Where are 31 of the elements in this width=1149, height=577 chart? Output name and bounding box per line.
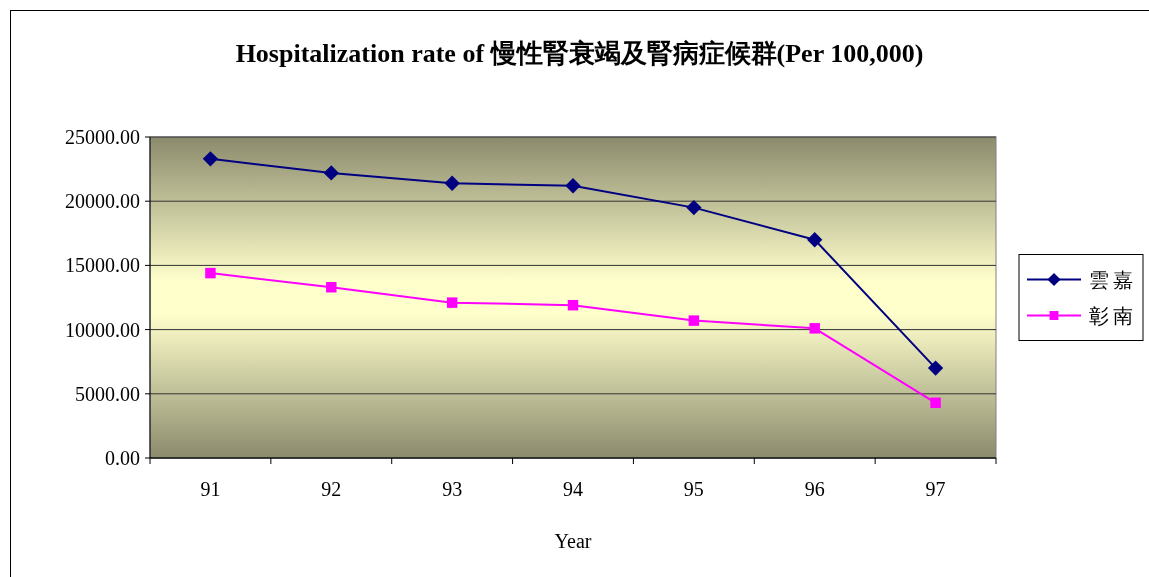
x-tick-label: 91	[200, 478, 221, 500]
x-tick-label: 95	[683, 478, 704, 500]
point	[446, 297, 458, 308]
x-tick-label: 97	[925, 478, 946, 500]
x-tick-label: 96	[804, 478, 825, 500]
y-tick-label: 0.00	[105, 447, 140, 469]
legend-label: 彰南	[1089, 304, 1137, 327]
x-tick-label: 93	[442, 478, 463, 500]
point	[567, 299, 579, 311]
x-tick-label: 94	[563, 478, 583, 500]
point	[809, 323, 820, 334]
point	[202, 151, 219, 167]
point	[686, 199, 702, 216]
y-tick-label: 5000.00	[75, 382, 140, 405]
y-tick-label: 10000.00	[65, 318, 140, 341]
point	[444, 175, 460, 191]
y-tick-label: 15000.00	[65, 254, 140, 277]
point	[326, 281, 337, 293]
point	[205, 267, 216, 279]
y-tick-label: 20000.00	[65, 190, 140, 213]
x-axis-title: Year	[554, 530, 592, 552]
chart-title: Hospitalization rate of 慢性腎衰竭及腎病症候群(Per 100,000)	[235, 39, 924, 68]
point	[688, 315, 700, 326]
point	[323, 165, 339, 181]
point	[930, 397, 941, 409]
point	[927, 360, 944, 376]
x-tick-label: 92	[321, 478, 342, 500]
y-tick-label: 25000.00	[65, 126, 140, 148]
point	[565, 178, 581, 194]
point	[807, 232, 823, 248]
legend-label: 雲嘉	[1089, 268, 1137, 291]
